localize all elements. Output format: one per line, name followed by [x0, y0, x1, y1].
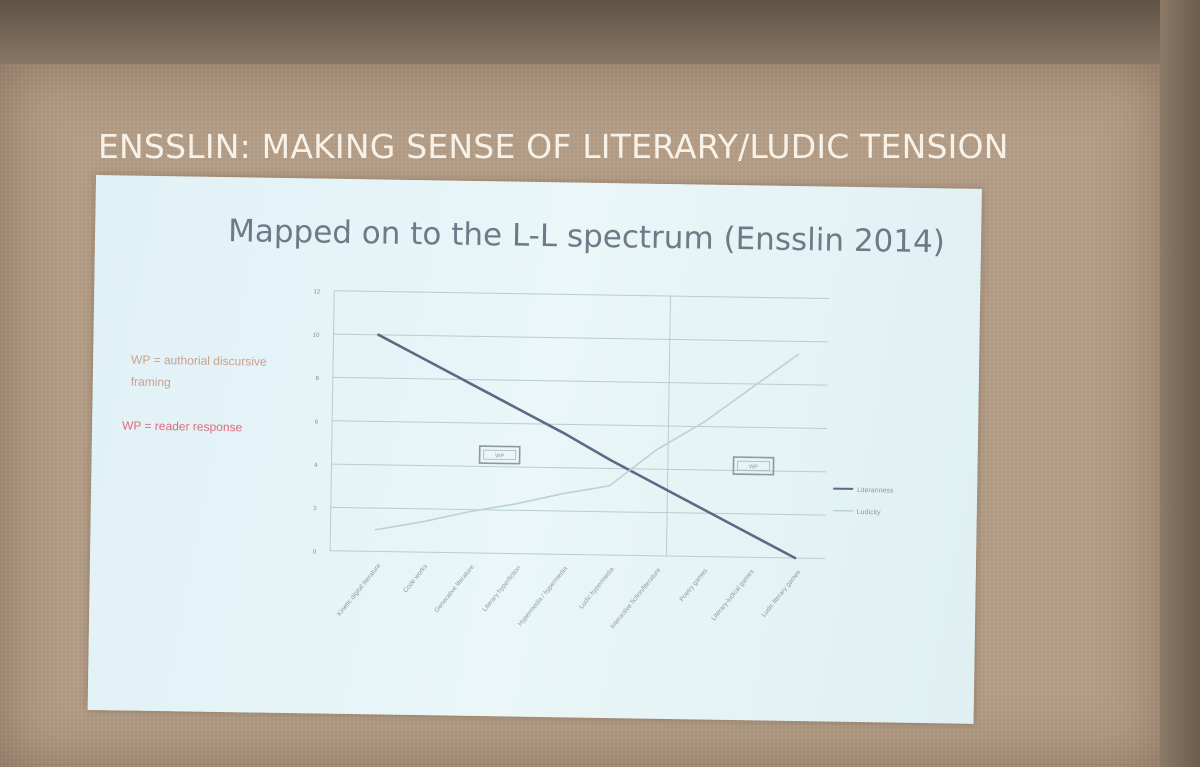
- x-tick-label: Hypermedia / hypermedia: [517, 565, 569, 628]
- series-ludicity: [374, 353, 800, 531]
- wp-box-left-inner: [483, 449, 517, 461]
- x-tick-label: Poetry games: [678, 567, 709, 603]
- x-tick-label: Ludic hypermedia: [578, 566, 616, 611]
- wp-box-right: [732, 456, 775, 476]
- y-tick-label: 10: [313, 333, 320, 339]
- x-tick-label: Interactive fiction/literature: [609, 566, 662, 630]
- x-tick-label: Kinetic digital literature: [336, 562, 383, 618]
- y-tick-label: 4: [314, 463, 318, 469]
- y-axis: [329, 290, 335, 551]
- room-background-top: [0, 0, 1200, 70]
- legend-label: Ludicity: [857, 509, 881, 516]
- x-tick-label: Ludic literary games: [760, 568, 802, 618]
- y-tick-label: 8: [315, 376, 319, 382]
- slide-title: ENSSLIN: MAKING SENSE OF LITERARY/LUDIC …: [98, 127, 1009, 166]
- gridline-y: [334, 290, 830, 300]
- x-tick-label: Literary-ludical games: [710, 568, 756, 622]
- y-tick-label: 0: [313, 549, 317, 555]
- gridline-y: [332, 420, 828, 430]
- legend-label: Literariness: [857, 487, 894, 495]
- wp-box-right-label: WP: [749, 464, 758, 470]
- x-tick-label: Code works: [402, 563, 429, 595]
- gridline-y: [332, 376, 828, 386]
- gridline-y: [333, 333, 829, 343]
- y-tick-label: 6: [315, 419, 319, 425]
- gridline-y: [330, 550, 826, 559]
- wp-box-left-label: WP: [495, 453, 504, 459]
- x-tick-label: Generative literature: [433, 564, 476, 615]
- center-divider: [665, 296, 672, 557]
- room-background-right: [1160, 0, 1200, 767]
- wp-box-left: [478, 445, 521, 465]
- line-chart: 0 2 4 6 8 10 12 Kinetic digital literature Code …: [313, 289, 894, 630]
- wp-box-right-inner: [737, 460, 770, 472]
- y-tick-label: 12: [313, 289, 320, 295]
- y-tick-label: 2: [313, 506, 317, 512]
- gridline-y: [330, 506, 826, 516]
- chart-panel: Mapped on to the L-L spectrum (Ensslin 2…: [87, 175, 982, 724]
- series-literariness: [377, 333, 797, 560]
- x-tick-label: Literary hyperfiction: [481, 564, 522, 613]
